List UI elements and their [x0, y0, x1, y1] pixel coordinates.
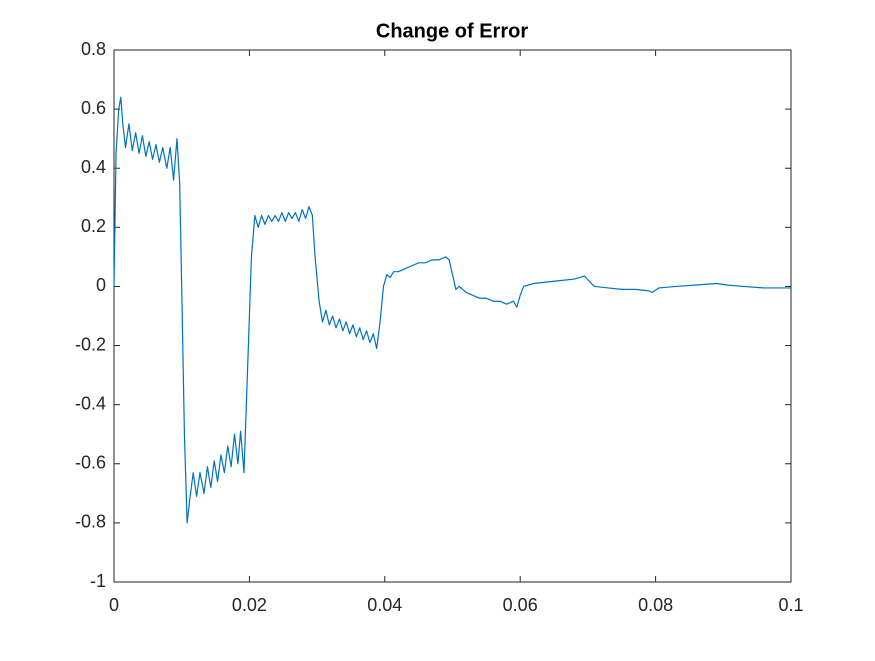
x-tick-label: 0.08	[638, 595, 673, 615]
y-tick-label: -0.6	[75, 453, 106, 473]
x-tick-label: 0.1	[778, 595, 803, 615]
x-tick-label: 0.06	[503, 595, 538, 615]
chart-title: Change of Error	[376, 20, 528, 42]
data-line	[113, 96, 791, 524]
axes-box	[113, 49, 792, 583]
y-tick-label: -0.4	[75, 393, 106, 413]
y-tick-label: -0.8	[75, 512, 106, 532]
y-tick-label: 0.6	[81, 98, 106, 118]
x-tick-label: 0.04	[367, 595, 402, 615]
y-tick-label: 0.8	[81, 39, 106, 59]
y-tick-label: 0	[96, 275, 106, 295]
x-tick-label: 0	[109, 595, 119, 615]
y-tick-label: 0.4	[81, 157, 106, 177]
y-tick-label: -0.2	[75, 334, 106, 354]
x-tick-label: 0.02	[232, 595, 267, 615]
y-tick-label: 0.2	[81, 216, 106, 236]
y-tick-label: -1	[90, 571, 106, 591]
